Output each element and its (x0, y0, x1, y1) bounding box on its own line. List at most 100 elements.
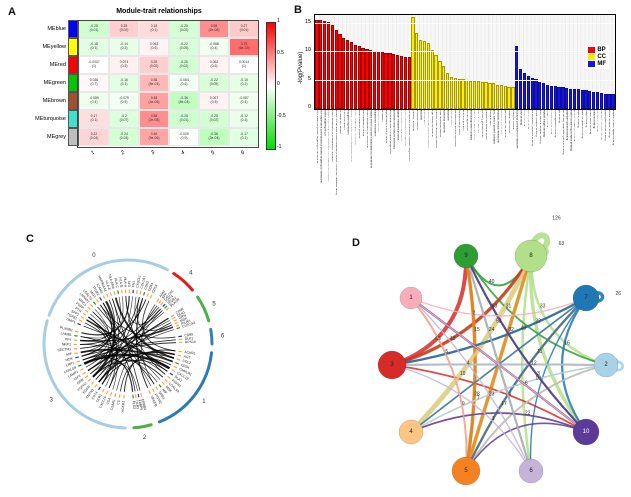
gene-label: SPP1 (70, 309, 80, 317)
go-term-label: low-density lipoprotein particle binding (561, 109, 564, 155)
go-bar (526, 75, 530, 109)
go-term-label: ribosomal small subunit assembly (392, 109, 395, 150)
gene-tick (118, 394, 121, 398)
gene-tick (170, 314, 175, 318)
heatmap-cell: 0.58 (2e-08) (199, 20, 229, 38)
legend-swatch (588, 61, 596, 67)
interaction-edge (465, 364, 607, 472)
gene-label: OLR1 (135, 400, 140, 409)
go-term-label: endocytic vesicle (511, 109, 514, 130)
go-term-label: MHC class II protein complex (492, 109, 495, 144)
gene-tick (167, 375, 171, 379)
cell-correlation: -0.087 (239, 96, 249, 101)
edge-count-label: 32 (535, 318, 541, 324)
heatmap-cell: -0.064 (0.6) (169, 74, 199, 92)
gene-label: JAG1 (89, 289, 97, 298)
cluster-node (399, 286, 423, 310)
gene-label: MIF (66, 352, 72, 357)
chord-link (102, 302, 152, 387)
edge-count-label: 82 (508, 327, 514, 333)
go-bar (595, 92, 600, 109)
gene-tick (105, 390, 109, 395)
y-tick-label: 5 (307, 75, 311, 82)
gene-label: MDK (179, 316, 188, 323)
go-bar (419, 40, 423, 109)
colorbar-tick: 1 (277, 18, 280, 24)
go-bar (472, 80, 477, 109)
go-bar (611, 94, 615, 109)
cluster-node (572, 418, 600, 446)
chord-link (125, 296, 163, 325)
heatmap-row: MEyellow -0.18 (0.1) -0.14 (0.2) 0.063 (0.6) -0… (22, 38, 259, 56)
gene-label: PSAP (75, 301, 85, 310)
cell-pvalue: (0.01) (179, 118, 189, 122)
go-bar (545, 84, 550, 109)
go-bar (334, 30, 338, 109)
go-term-label: cadherin binding (527, 109, 530, 129)
go-bar (457, 78, 461, 109)
y-tick-label: 10 (304, 47, 311, 54)
cell-correlation: -0.38 (210, 132, 218, 137)
cluster-arc (47, 258, 169, 317)
gene-label: PTPRC (154, 393, 163, 405)
gene-label: C5AR1 (110, 399, 117, 411)
cell-pvalue: (0.05) (209, 82, 219, 86)
gene-tick (148, 390, 151, 394)
edge-count-label: 13 (450, 336, 456, 342)
gene-label: PTN (74, 306, 82, 313)
go-bar (576, 89, 580, 109)
cluster-number: 3 (49, 397, 53, 403)
interaction-edge (410, 297, 587, 317)
go-term-label: peptide metabolic process (396, 109, 399, 141)
edge-count-label: 5 (445, 349, 448, 355)
colorbar-tick: -0.5 (277, 112, 286, 119)
gene-label: CD99 (175, 307, 185, 315)
heatmap-row: MEturquoise 0.17 (0.1) -0.2 (0.07) 0.58 (2e-08… (22, 110, 259, 128)
interaction-edge (391, 364, 532, 472)
heatmap-cell: 0.58 (2e-08) (139, 110, 169, 128)
cell-pvalue: (0.5) (120, 100, 128, 104)
heatmap-cell: -0.079 (0.5) (109, 92, 139, 110)
go-term-label: ficolin-1-rich granule lumen (473, 109, 476, 142)
gene-tick (156, 298, 160, 303)
gene-tick (74, 334, 78, 337)
chord-link (108, 305, 158, 389)
gene-tick (134, 394, 137, 398)
go-bar (315, 19, 319, 109)
cell-correlation: 0.58 (150, 114, 158, 119)
gene-tick (137, 393, 140, 398)
gene-tick (80, 368, 84, 371)
gene-tick (161, 381, 165, 385)
gene-label: LRP1 (66, 361, 75, 368)
gene-label: PF4 (65, 337, 72, 341)
gene-tick (140, 393, 143, 397)
go-bar (388, 53, 392, 109)
module-name: MEblue (47, 26, 66, 32)
go-term-label: viral gene expression (346, 109, 349, 135)
heatmap-cell: -0.26 (0.02) (169, 56, 199, 74)
gene-tick (175, 324, 180, 327)
cluster-node (518, 458, 544, 484)
legend-item: BP (588, 47, 606, 53)
cell-correlation: -0.079 (119, 96, 129, 101)
heatmap-cell: -0.25 (0.02) (199, 110, 229, 128)
go-bar (322, 21, 327, 109)
panel-b-label: B (294, 4, 302, 16)
gene-label: PLD2 (132, 401, 137, 410)
cell-correlation: 0.27 (240, 24, 248, 29)
edge-count-label: 4 (467, 360, 470, 366)
node-number: 10 (583, 429, 590, 435)
go-term-label: antigen binding (546, 109, 549, 128)
edge-count-label: 12 (531, 360, 537, 366)
cluster-arc (196, 295, 211, 323)
gene-tick (155, 386, 159, 390)
heatmap-cell: -0.36 (8e-04) (169, 92, 199, 110)
edge-count-label: 10 (535, 376, 541, 382)
cluster-arc (132, 423, 153, 430)
go-term-label: cytosolic large ribosomal subunit (427, 109, 430, 148)
chord-link (83, 357, 134, 392)
chord-link (79, 344, 166, 375)
go-term-label: translation (381, 109, 384, 122)
